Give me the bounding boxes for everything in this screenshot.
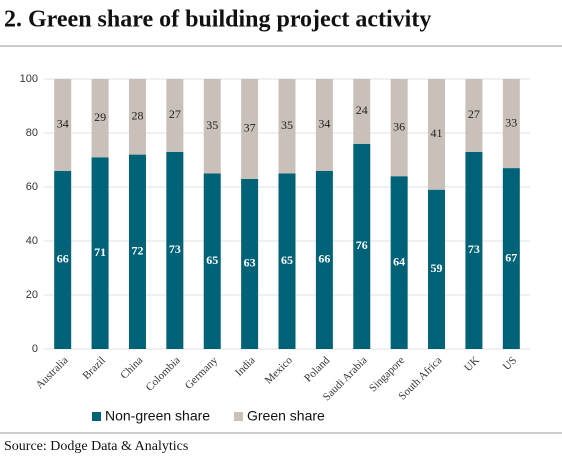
data-label: 35 bbox=[206, 118, 218, 132]
x-tick-label: Germany bbox=[183, 354, 221, 392]
data-label: 34 bbox=[57, 117, 69, 131]
data-label: 35 bbox=[281, 118, 293, 132]
bar-segment bbox=[54, 79, 72, 171]
data-label: 67 bbox=[505, 250, 517, 264]
bar-segment bbox=[390, 176, 408, 349]
x-tick-label: UK bbox=[462, 354, 482, 374]
chart-title: 2. Green share of building project activ… bbox=[4, 7, 431, 33]
y-tick-label: 0 bbox=[32, 343, 38, 355]
bar-segment bbox=[166, 79, 184, 152]
data-label: 29 bbox=[94, 110, 106, 124]
data-label: 76 bbox=[356, 238, 368, 252]
bar-segment bbox=[428, 189, 446, 349]
legend-swatch bbox=[92, 412, 101, 421]
data-label: 65 bbox=[206, 253, 218, 267]
data-label: 66 bbox=[57, 252, 69, 266]
bar-segment bbox=[166, 151, 184, 349]
bar-segment bbox=[502, 79, 520, 169]
bar-segment bbox=[241, 79, 259, 179]
legend-label: Green share bbox=[247, 408, 325, 424]
y-tick-label: 80 bbox=[26, 127, 38, 139]
data-label: 73 bbox=[169, 242, 181, 256]
y-tick-label: 60 bbox=[26, 181, 38, 193]
bar-segment bbox=[54, 170, 72, 349]
data-label: 65 bbox=[281, 253, 293, 267]
bar-segment bbox=[390, 79, 408, 177]
x-tick-label: Colombia bbox=[144, 354, 183, 393]
data-label: 63 bbox=[244, 256, 256, 270]
data-label: 27 bbox=[169, 107, 181, 121]
data-label: 37 bbox=[244, 121, 256, 135]
data-label: 28 bbox=[131, 109, 143, 123]
data-label: 27 bbox=[468, 107, 480, 121]
bar-segment bbox=[353, 143, 371, 349]
bar-segment bbox=[465, 79, 483, 152]
bar-segment bbox=[91, 157, 109, 349]
data-label: 24 bbox=[356, 103, 368, 117]
x-tick-label: Poland bbox=[302, 354, 332, 384]
data-label: 71 bbox=[94, 245, 106, 259]
bar-segment bbox=[128, 79, 146, 155]
data-label: 59 bbox=[431, 261, 443, 275]
data-label: 72 bbox=[131, 244, 143, 258]
data-label: 73 bbox=[468, 242, 480, 256]
bar-segment bbox=[315, 170, 333, 349]
legend-swatch bbox=[234, 412, 243, 421]
bar-segment bbox=[502, 168, 520, 349]
bar-segment bbox=[278, 173, 296, 349]
x-tick-label: India bbox=[233, 354, 258, 379]
bar-segment bbox=[315, 79, 333, 171]
bar-segment bbox=[241, 178, 259, 349]
bar-segment bbox=[465, 151, 483, 349]
bar-segment bbox=[428, 79, 446, 190]
data-label: 33 bbox=[505, 115, 517, 129]
data-label: 36 bbox=[393, 119, 405, 133]
y-tick-label: 40 bbox=[26, 235, 38, 247]
bar-segment bbox=[91, 79, 109, 158]
data-label: 34 bbox=[318, 117, 330, 131]
data-label: 66 bbox=[318, 252, 330, 266]
bar-segment bbox=[203, 173, 221, 349]
x-tick-label: Mexico bbox=[263, 354, 296, 387]
x-tick-label: US bbox=[501, 354, 519, 372]
data-label: 41 bbox=[431, 126, 443, 140]
source: Source: Dodge Data & Analytics bbox=[4, 439, 188, 454]
y-tick-label: 20 bbox=[26, 289, 38, 301]
bar-segment bbox=[128, 154, 146, 349]
x-tick-label: Australia bbox=[34, 354, 71, 391]
bar-segment bbox=[353, 79, 371, 144]
y-tick-label: 100 bbox=[20, 73, 38, 85]
x-tick-label: China bbox=[118, 354, 145, 381]
data-label: 64 bbox=[393, 254, 405, 268]
bar-segment bbox=[278, 79, 296, 174]
x-tick-label: Brazil bbox=[80, 354, 107, 381]
legend-label: Non-green share bbox=[105, 408, 210, 424]
bar-segment bbox=[203, 79, 221, 174]
